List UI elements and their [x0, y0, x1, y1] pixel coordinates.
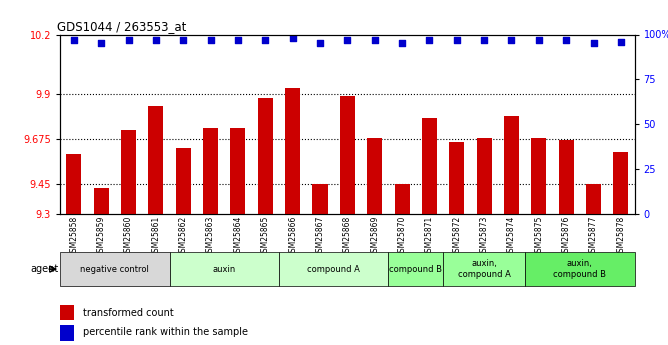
Bar [170, 252, 279, 286]
Text: compound A: compound A [307, 265, 360, 274]
Bar [230, 128, 245, 214]
Bar [60, 325, 75, 341]
Point [68, 37, 79, 43]
Bar [367, 138, 382, 214]
Point [178, 37, 188, 43]
Point [589, 41, 599, 46]
Bar [586, 184, 601, 214]
Point [260, 37, 271, 43]
Point [397, 41, 407, 46]
Bar [388, 252, 443, 286]
Bar [531, 138, 546, 214]
Point [315, 41, 325, 46]
Bar [60, 252, 170, 286]
Point [369, 37, 380, 43]
Text: compound B: compound B [389, 265, 442, 274]
Text: percentile rank within the sample: percentile rank within the sample [83, 327, 248, 337]
Point [506, 37, 517, 43]
Point [479, 37, 490, 43]
Point [232, 37, 243, 43]
Point [534, 37, 544, 43]
Text: auxin,
compound A: auxin, compound A [458, 259, 510, 279]
Bar [121, 130, 136, 214]
Point [150, 37, 161, 43]
Bar [313, 184, 327, 214]
Text: GDS1044 / 263553_at: GDS1044 / 263553_at [57, 20, 186, 33]
Bar [176, 148, 191, 214]
Point [342, 37, 353, 43]
Bar [525, 252, 635, 286]
Bar [395, 184, 409, 214]
Point [616, 39, 627, 45]
Point [424, 37, 435, 43]
Text: negative control: negative control [80, 265, 149, 274]
Bar [443, 252, 525, 286]
Bar [258, 98, 273, 214]
Bar [504, 116, 519, 214]
Point [287, 35, 298, 41]
Bar [148, 106, 164, 214]
Bar [60, 305, 75, 320]
Bar [558, 140, 574, 214]
Bar [422, 118, 437, 214]
Bar [66, 154, 81, 214]
Bar [613, 152, 629, 214]
Bar [340, 96, 355, 214]
Point [205, 37, 216, 43]
Point [452, 37, 462, 43]
Text: agent: agent [31, 264, 59, 274]
Text: transformed count: transformed count [83, 308, 174, 318]
Bar [477, 138, 492, 214]
Text: auxin: auxin [212, 265, 236, 274]
Point [561, 37, 572, 43]
Bar [279, 252, 388, 286]
Bar [450, 142, 464, 214]
Bar [94, 188, 109, 214]
Bar [203, 128, 218, 214]
Point [123, 37, 134, 43]
Text: auxin,
compound B: auxin, compound B [553, 259, 607, 279]
Point [96, 41, 106, 46]
Bar [285, 88, 300, 214]
